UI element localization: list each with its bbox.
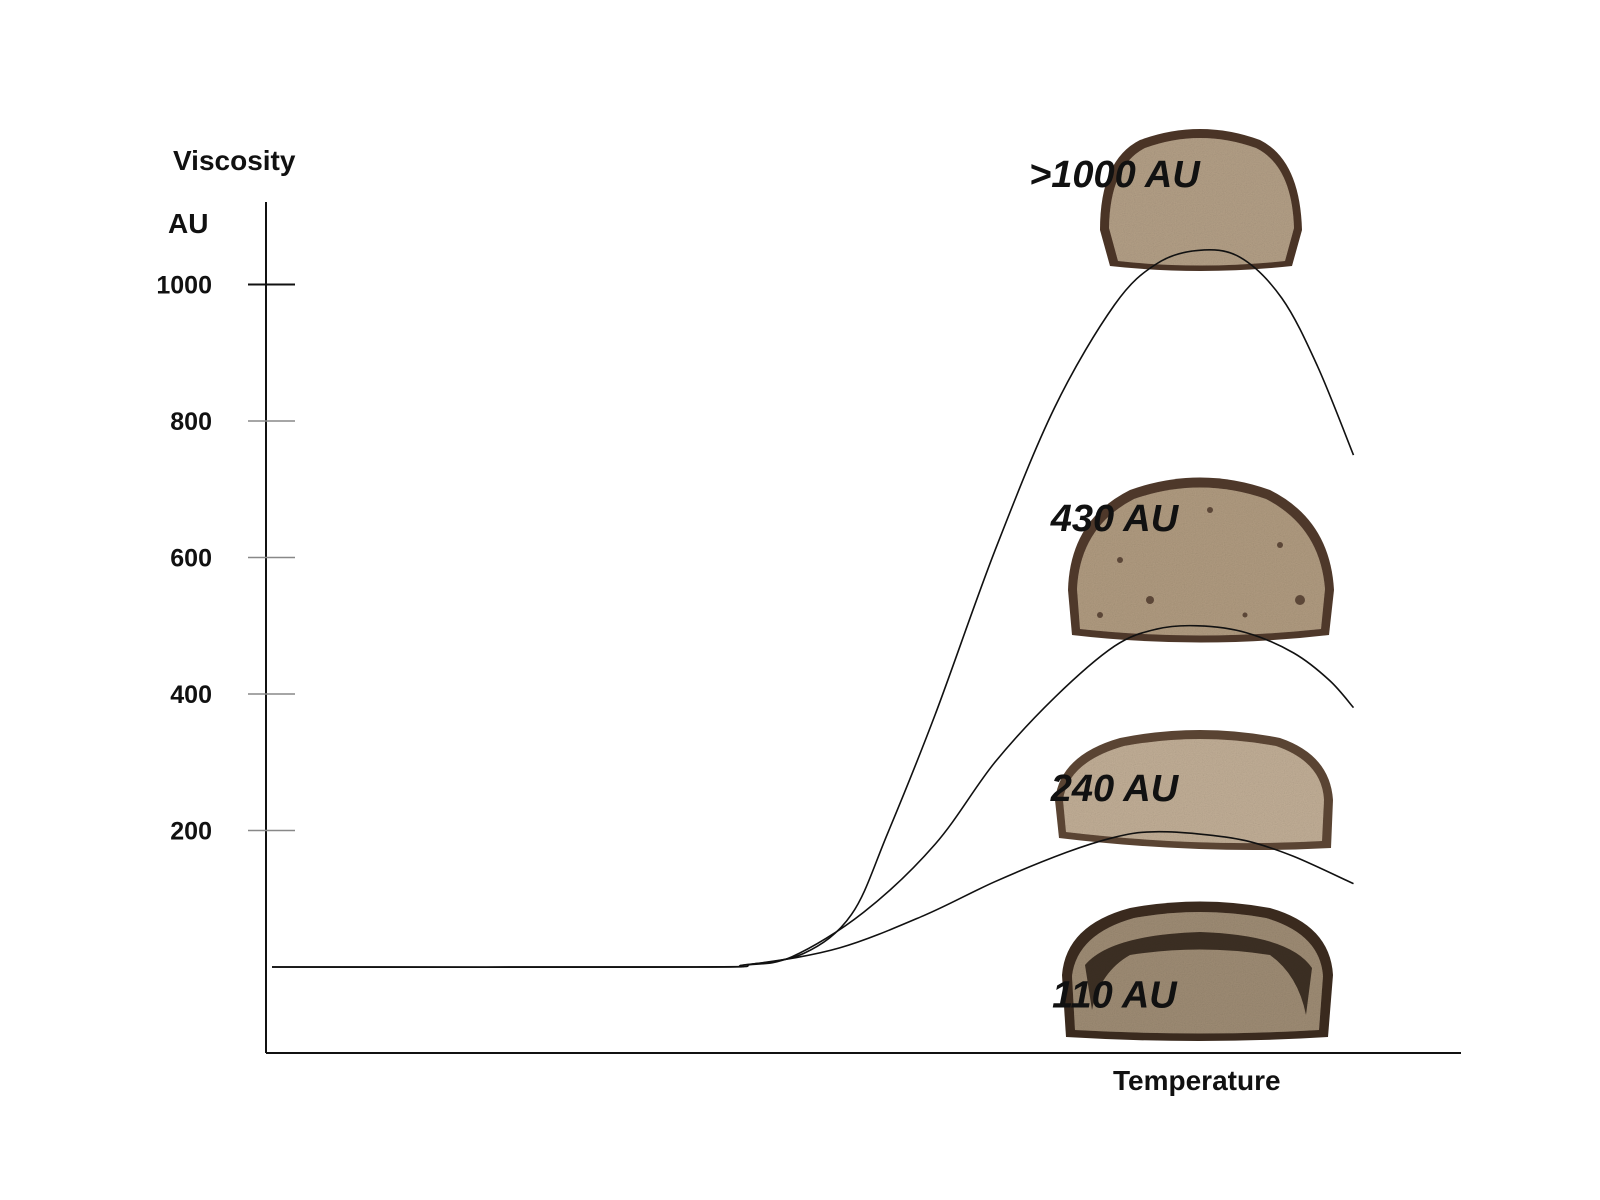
y-axis-unit: AU	[168, 208, 208, 239]
viscosity-curve-3	[271, 830, 1354, 969]
loaf-430-image	[1068, 477, 1334, 643]
x-axis-title: Temperature	[1113, 1065, 1281, 1096]
loaf-labels: >1000 AU 430 AU 240 AU 110 AU	[1029, 154, 1201, 1016]
viscosity-curves	[271, 249, 1355, 969]
y-tick-label: 200	[170, 818, 212, 846]
loaf-1000-image	[1100, 129, 1302, 271]
y-tick-label: 400	[170, 681, 212, 709]
y-tick-label: 1000	[156, 272, 212, 300]
axes	[265, 202, 1461, 1054]
loaf-240-image	[1055, 730, 1333, 851]
y-axis-title: Viscosity	[173, 145, 296, 176]
loaf-value-label: 240 AU	[1050, 768, 1180, 810]
loaf-pictures	[1055, 129, 1334, 1041]
loaf-value-label: 110 AU	[1052, 974, 1178, 1016]
loaf-110-image	[1062, 901, 1333, 1041]
y-tick-label: 800	[170, 408, 212, 436]
y-tick-label: 600	[170, 545, 212, 573]
loaf-value-label: >1000 AU	[1029, 154, 1201, 196]
loaf-value-label: 430 AU	[1050, 498, 1180, 540]
y-ticks: 1000 800 600 400 200	[156, 272, 295, 846]
